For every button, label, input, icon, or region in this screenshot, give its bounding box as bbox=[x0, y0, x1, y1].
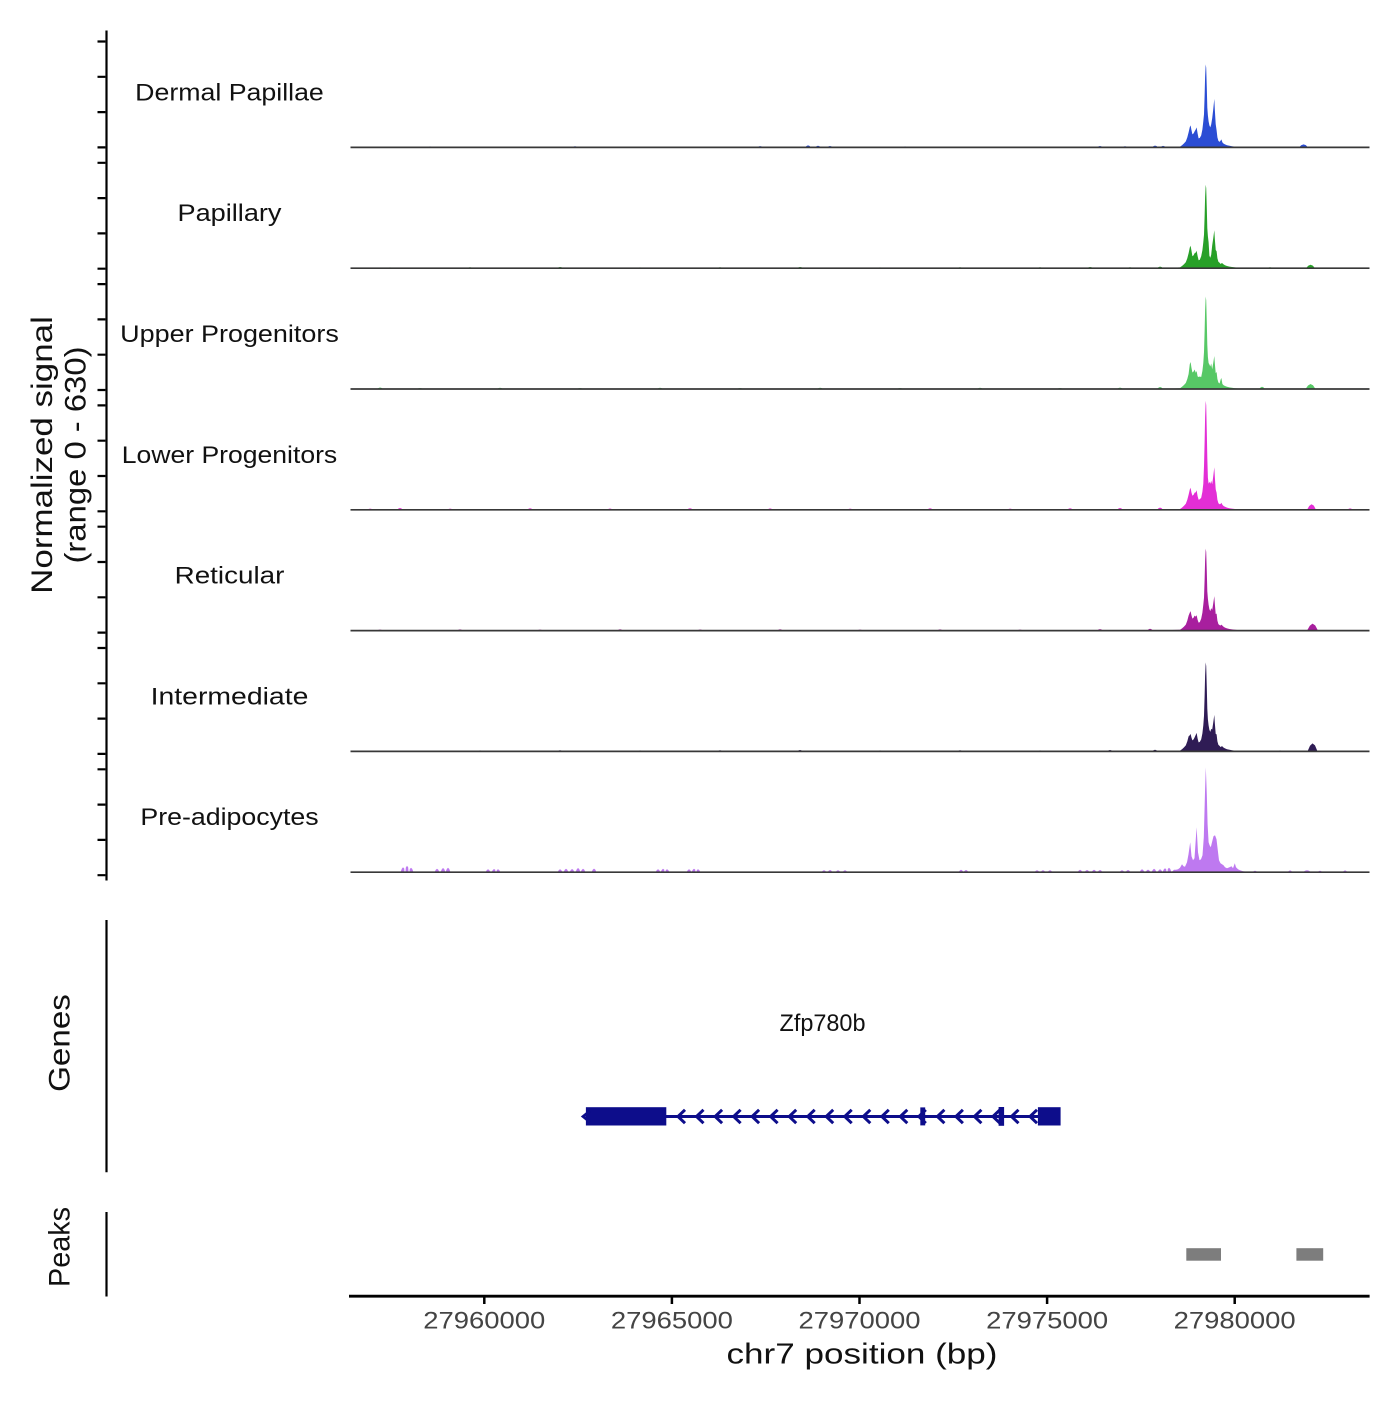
svg-text:Lower Progenitors: Lower Progenitors bbox=[122, 442, 337, 469]
svg-text:Normalized signal: Normalized signal bbox=[26, 316, 59, 594]
svg-text:27965000: 27965000 bbox=[611, 1308, 733, 1335]
svg-text:Genes: Genes bbox=[44, 994, 77, 1092]
svg-text:Intermediate: Intermediate bbox=[151, 683, 309, 710]
svg-text:Reticular: Reticular bbox=[175, 563, 285, 590]
svg-text:Upper Progenitors: Upper Progenitors bbox=[120, 321, 339, 348]
svg-text:Papillary: Papillary bbox=[178, 200, 282, 227]
svg-text:Pre-adipocytes: Pre-adipocytes bbox=[140, 804, 318, 831]
svg-text:Dermal Papillae: Dermal Papillae bbox=[135, 79, 324, 106]
svg-text:Peaks: Peaks bbox=[44, 1207, 77, 1287]
svg-text:27960000: 27960000 bbox=[423, 1308, 545, 1335]
svg-text:(range 0 - 630): (range 0 - 630) bbox=[60, 346, 93, 563]
svg-text:27975000: 27975000 bbox=[986, 1308, 1108, 1335]
svg-text:Zfp780b: Zfp780b bbox=[780, 1010, 866, 1037]
svg-text:27980000: 27980000 bbox=[1174, 1308, 1296, 1335]
svg-text:27970000: 27970000 bbox=[799, 1308, 921, 1335]
svg-text:chr7 position (bp): chr7 position (bp) bbox=[727, 1339, 998, 1371]
